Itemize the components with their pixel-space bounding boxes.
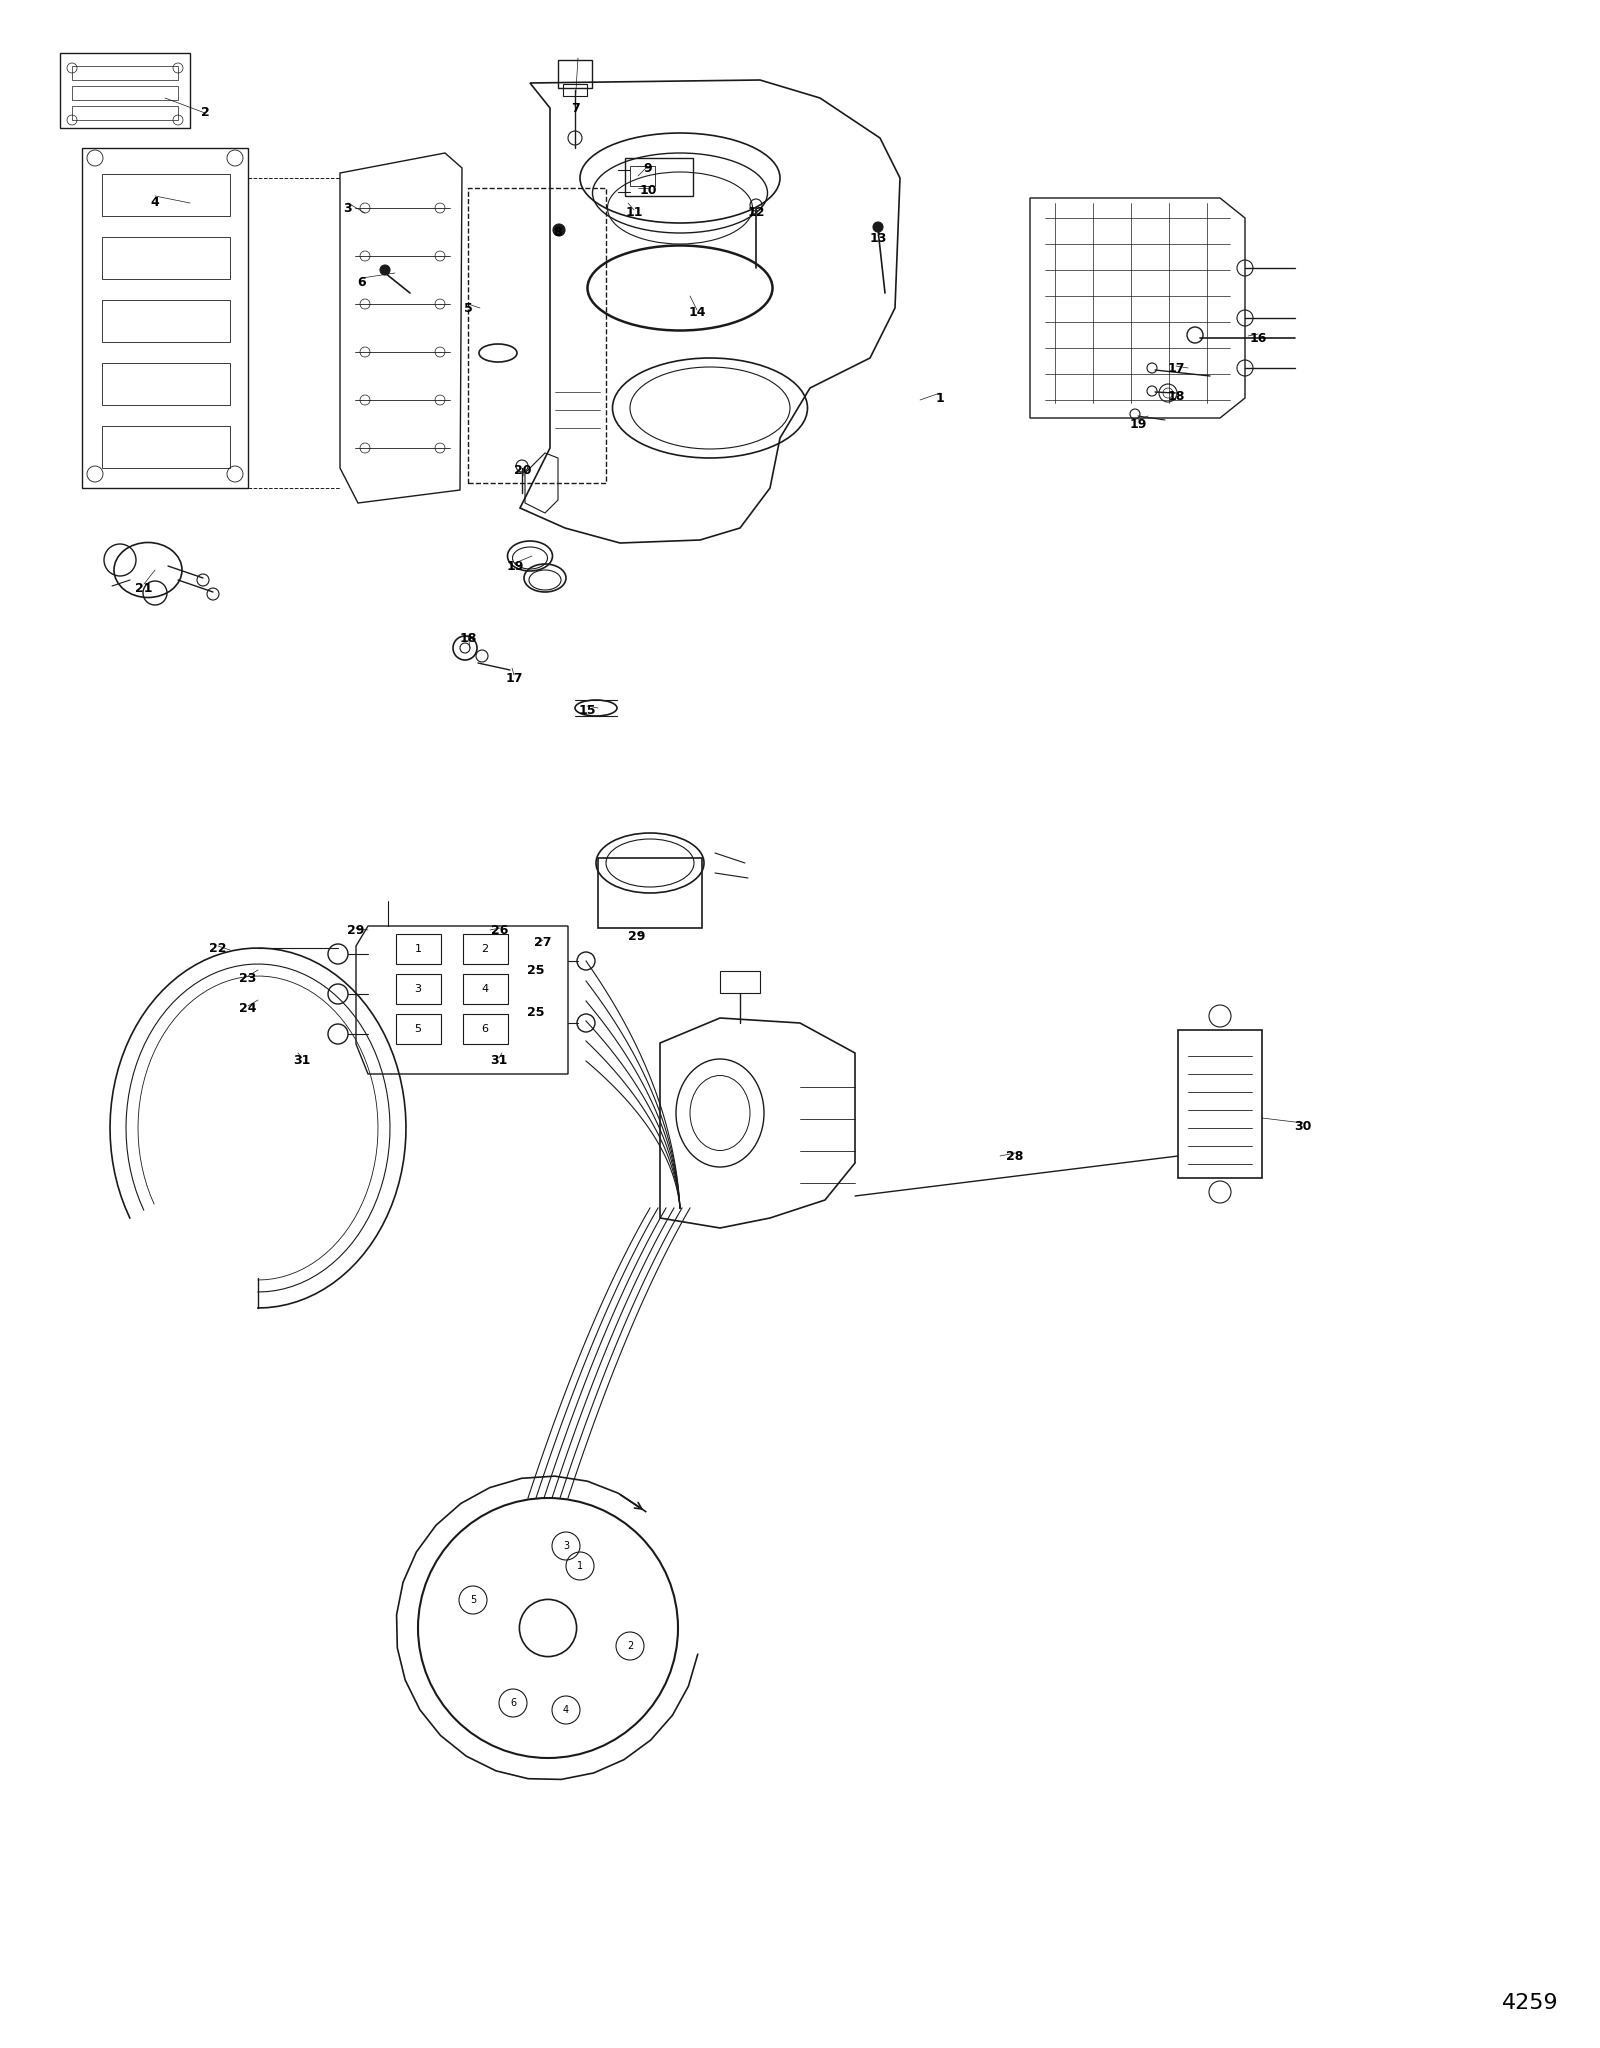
Text: 1: 1	[578, 1561, 582, 1571]
Bar	[102, 426, 230, 469]
Text: 17: 17	[506, 672, 523, 684]
Text: 24: 24	[240, 1001, 256, 1014]
Bar	[558, 59, 592, 88]
Bar	[102, 238, 230, 279]
Circle shape	[381, 264, 390, 274]
Text: 11: 11	[626, 205, 643, 219]
Text: 8: 8	[554, 227, 562, 240]
Text: 30: 30	[1294, 1120, 1312, 1133]
Text: 10: 10	[640, 184, 656, 197]
Text: 5: 5	[464, 301, 472, 315]
Text: 4: 4	[563, 1706, 570, 1714]
Text: 7: 7	[571, 102, 579, 115]
Bar	[598, 858, 702, 928]
Text: 18: 18	[1168, 389, 1184, 403]
Text: 4: 4	[150, 197, 160, 209]
Text: 6: 6	[482, 1024, 488, 1034]
Text: 25: 25	[528, 963, 544, 977]
Bar	[397, 975, 442, 1004]
Bar	[397, 934, 442, 965]
Bar	[397, 1014, 442, 1044]
Text: 4259: 4259	[1502, 1993, 1558, 2013]
Bar	[102, 174, 230, 215]
Text: 27: 27	[534, 936, 552, 950]
Bar	[462, 975, 509, 1004]
Text: 13: 13	[869, 231, 886, 244]
Text: 2: 2	[200, 106, 210, 119]
Bar	[102, 362, 230, 406]
Text: 2: 2	[627, 1640, 634, 1651]
Text: 21: 21	[136, 582, 152, 594]
Text: 25: 25	[528, 1006, 544, 1018]
Text: 3: 3	[344, 201, 352, 215]
Bar	[72, 66, 178, 80]
Bar	[467, 188, 606, 483]
Text: 28: 28	[1006, 1149, 1024, 1163]
Bar	[102, 299, 230, 342]
Bar	[630, 166, 654, 186]
Text: 5: 5	[414, 1024, 421, 1034]
Text: 6: 6	[358, 276, 366, 289]
Bar	[563, 84, 587, 96]
Text: 31: 31	[490, 1053, 507, 1067]
Text: 6: 6	[510, 1698, 517, 1708]
Text: 31: 31	[293, 1053, 310, 1067]
Text: 14: 14	[688, 307, 706, 319]
Bar	[720, 971, 760, 993]
Text: 29: 29	[347, 924, 365, 936]
Bar	[626, 158, 693, 197]
Text: 15: 15	[578, 705, 595, 717]
Bar	[462, 934, 509, 965]
Text: 2: 2	[482, 944, 488, 954]
Bar	[61, 53, 190, 127]
Text: 16: 16	[1250, 332, 1267, 344]
Bar	[72, 106, 178, 121]
Text: 22: 22	[210, 942, 227, 954]
Bar	[462, 1014, 509, 1044]
Text: 26: 26	[491, 924, 509, 936]
Bar	[1178, 1030, 1262, 1178]
Text: 9: 9	[643, 162, 653, 174]
Text: 29: 29	[629, 930, 646, 942]
Text: 17: 17	[1168, 362, 1184, 375]
Text: 1: 1	[936, 391, 944, 406]
Text: 1: 1	[414, 944, 421, 954]
Text: 19: 19	[1130, 418, 1147, 430]
Text: 5: 5	[470, 1595, 477, 1606]
Text: 20: 20	[514, 463, 531, 477]
Circle shape	[554, 223, 565, 236]
Circle shape	[874, 221, 883, 231]
Text: 18: 18	[459, 631, 477, 645]
Text: 19: 19	[506, 559, 523, 573]
Text: 12: 12	[747, 207, 765, 219]
Bar	[72, 86, 178, 100]
Text: 23: 23	[240, 971, 256, 985]
Text: 3: 3	[563, 1540, 570, 1550]
Text: 3: 3	[414, 983, 421, 993]
Text: 4: 4	[482, 983, 488, 993]
